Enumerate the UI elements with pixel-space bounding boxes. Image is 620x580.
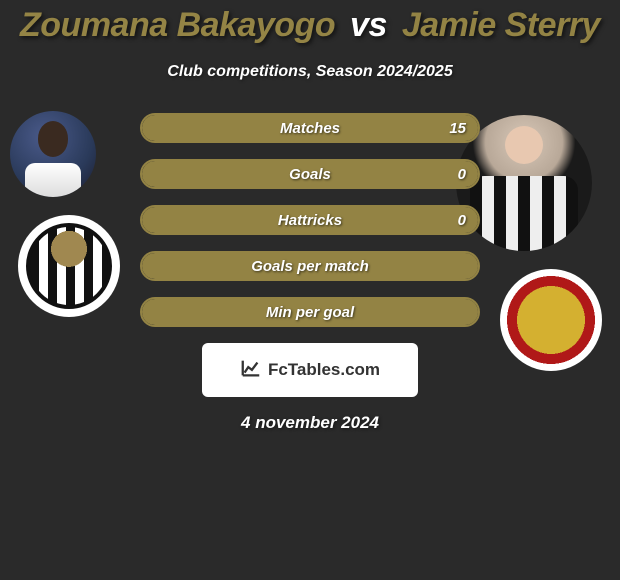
vs-text: vs: [350, 6, 387, 44]
comparison-title: Zoumana Bakayogo vs Jamie Sterry: [0, 0, 620, 45]
stat-label: Hattricks: [142, 207, 478, 233]
player1-club-badge: [18, 215, 120, 317]
stat-label: Matches: [142, 115, 478, 141]
player2-club-badge: [500, 269, 602, 371]
site-branding: FcTables.com: [202, 343, 418, 397]
player2-name: Jamie Sterry: [402, 6, 600, 44]
stat-row: Min per goal: [140, 297, 480, 327]
subtitle: Club competitions, Season 2024/2025: [0, 63, 620, 81]
player1-photo: [10, 111, 96, 197]
main-area: Matches15Goals0Hattricks0Goals per match…: [0, 103, 620, 433]
player1-name: Zoumana Bakayogo: [20, 6, 335, 44]
stat-row: Goals0: [140, 159, 480, 189]
chart-icon: [240, 357, 262, 384]
stat-value-p2: 15: [449, 115, 466, 141]
stat-label: Goals: [142, 161, 478, 187]
stat-row: Goals per match: [140, 251, 480, 281]
stat-row: Hattricks0: [140, 205, 480, 235]
stat-label: Goals per match: [142, 253, 478, 279]
date: 4 november 2024: [0, 413, 620, 433]
site-name: FcTables.com: [268, 360, 380, 380]
stat-bars: Matches15Goals0Hattricks0Goals per match…: [140, 103, 480, 327]
stat-value-p2: 0: [458, 161, 466, 187]
stat-label: Min per goal: [142, 299, 478, 325]
stat-value-p2: 0: [458, 207, 466, 233]
stat-row: Matches15: [140, 113, 480, 143]
